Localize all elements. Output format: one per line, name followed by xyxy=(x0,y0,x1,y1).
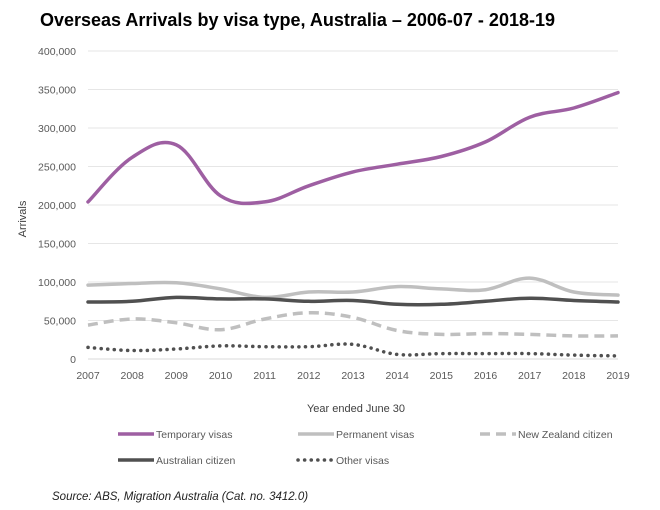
legend-item: Other visas xyxy=(296,455,389,467)
y-tick-label: 150,000 xyxy=(38,239,76,251)
legend-label: Permanent visas xyxy=(336,429,414,441)
legend: Temporary visas Permanent visas New Zealan… xyxy=(118,429,613,467)
y-axis-title: Arrivals xyxy=(17,200,29,237)
y-tick-label: 400,000 xyxy=(38,46,76,58)
x-axis-ticks: 2007 2008 2009 2010 2011 2012 2013 2014 2015 2016… xyxy=(76,370,630,382)
legend-item: Australian citizen xyxy=(118,455,236,467)
x-tick-label: 2011 xyxy=(253,370,276,382)
x-tick-label: 2018 xyxy=(562,370,586,382)
x-tick-label: 2016 xyxy=(474,370,498,382)
x-tick-label: 2014 xyxy=(385,370,409,382)
x-tick-label: 2012 xyxy=(297,370,321,382)
y-tick-label: 300,000 xyxy=(38,123,76,135)
x-tick-label: 2008 xyxy=(120,370,144,382)
series-line-new-zealand-citizen xyxy=(87,311,619,338)
x-tick-label: 2009 xyxy=(165,370,189,382)
y-tick-label: 200,000 xyxy=(38,200,76,212)
y-tick-label: 100,000 xyxy=(38,277,76,289)
chart-title: Overseas Arrivals by visa type, Australi… xyxy=(40,10,555,30)
legend-item: New Zealand citizen xyxy=(480,429,613,441)
y-tick-label: 50,000 xyxy=(44,316,76,328)
source-note: Source: ABS, Migration Australia (Cat. n… xyxy=(52,491,308,503)
x-tick-label: 2010 xyxy=(209,370,233,382)
legend-label: Other visas xyxy=(336,455,389,467)
x-tick-label: 2017 xyxy=(518,370,542,382)
y-tick-label: 0 xyxy=(70,354,76,366)
x-tick-label: 2015 xyxy=(430,370,454,382)
series-lines xyxy=(86,90,620,358)
y-tick-label: 250,000 xyxy=(38,162,76,174)
legend-label: Australian citizen xyxy=(156,455,236,467)
legend-item: Temporary visas xyxy=(118,429,232,441)
series-line-australian-citizen xyxy=(86,295,620,307)
legend-label: Temporary visas xyxy=(156,429,232,441)
legend-label: New Zealand citizen xyxy=(518,429,613,441)
x-tick-label: 2019 xyxy=(606,370,630,382)
y-axis-ticks: 0 50,000 100,000 150,000 200,000 250,000 300,0… xyxy=(38,46,76,366)
series-line-temporary-visas xyxy=(86,90,620,206)
legend-item: Permanent visas xyxy=(298,429,414,441)
x-tick-label: 2007 xyxy=(76,370,100,382)
series-line-other-visas xyxy=(86,342,620,358)
series-line-permanent-visas xyxy=(86,276,620,300)
x-axis-title: Year ended June 30 xyxy=(307,403,405,415)
x-tick-label: 2013 xyxy=(341,370,365,382)
y-tick-label: 350,000 xyxy=(38,85,76,97)
